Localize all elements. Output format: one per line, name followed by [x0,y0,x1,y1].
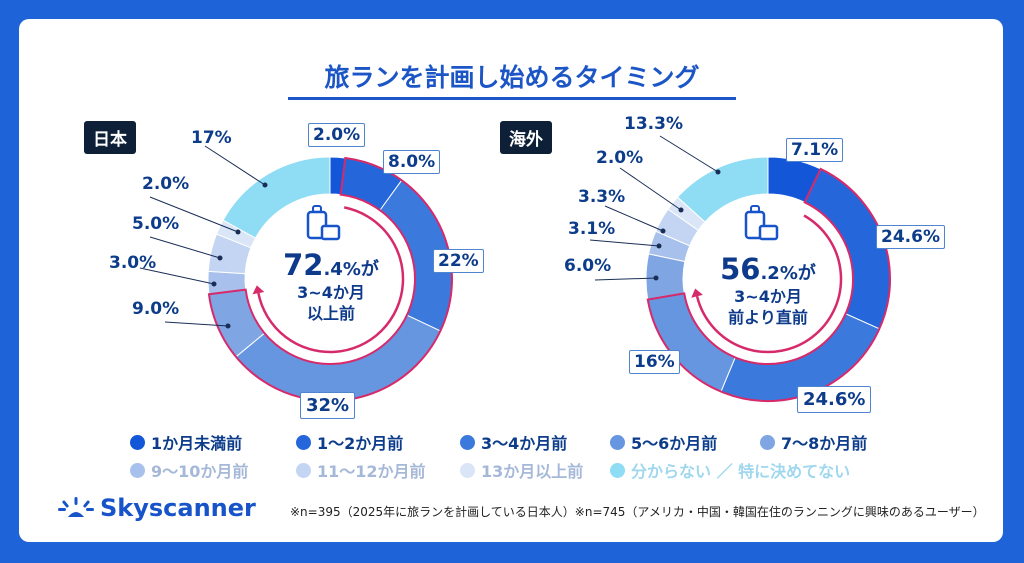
legend-item: 1か月未満前 [130,430,242,454]
legend-swatch [296,462,311,478]
legend-item: 5〜6か月前 [610,430,717,454]
os-leader-line [589,239,660,247]
os-center-line2: 前より直前 [728,308,808,327]
os-label-3to4: 24.6% [797,386,872,413]
jp-slice-8 [222,156,331,239]
jp-highlight-arc [257,206,405,354]
legend-swatch [296,434,311,450]
os-bag-icon [758,224,779,241]
legend-item: 1〜2か月前 [296,430,403,454]
jp-label-11to12: 5.0% [132,214,180,234]
jp-label-5to6: 32% [300,392,356,419]
jp-center-line1: 3~4か月 [297,283,365,302]
legend-item: 3〜4か月前 [460,430,567,454]
brand-name: Skyscanner [100,494,256,522]
os-center-summary: 56.2%が 3~4か月 前より直前 [693,252,843,328]
jp-label-9to10: 3.0% [109,253,157,273]
page-title: 旅ランを計画し始めるタイミング [324,63,700,92]
legend-swatch [610,434,625,450]
os-highlight-arc [695,214,843,354]
legend-swatch [760,434,775,450]
brand-logo: Skyscanner [58,494,256,522]
jp-suitcase-handle-icon [312,205,322,213]
legend-label: 11〜12か月前 [317,462,426,481]
title-underline [288,97,736,100]
jp-label-lt1: 2.0% [308,123,366,147]
jp-slice-3 [235,314,442,402]
legend-label: 7〜8か月前 [781,434,868,453]
legend-label: 5〜6か月前 [631,434,718,453]
jp-center-decimal: .4%が [323,259,379,280]
jp-label-unknown: 17% [191,128,232,148]
os-leader-dot [656,243,662,249]
legend-swatch [610,462,625,478]
legend-swatch [460,434,475,450]
os-leader-line [604,205,664,232]
os-label-5to6: 16% [629,350,680,374]
legend-label: 1か月未満前 [151,434,243,453]
os-leader-line [659,135,719,173]
legend-label: 1〜2か月前 [317,434,404,453]
legend-item: 13か月以上前 [460,458,583,482]
jp-bag-icon [320,224,341,241]
os-slice-8 [676,156,769,223]
os-leader-dot [653,275,659,281]
jp-leader-line [164,321,229,327]
footnote: ※n=395（2025年に旅ランを計画している日本人）※n=745（アメリカ・中… [290,505,985,519]
jp-center-value: 72 [283,248,324,282]
os-leader-dot [678,207,684,213]
os-center-line1: 3~4か月 [734,287,802,306]
legend-swatch [130,462,145,478]
jp-label-7to8: 9.0% [132,299,180,319]
sunrise-icon [58,497,94,517]
os-leader-line [594,277,657,281]
region-tag-japan: 日本 [84,121,136,154]
region-tag-overseas: 海外 [500,121,552,154]
os-leader-dot [660,228,666,234]
jp-center-summary: 72.4%が 3~4か月 以上前 [256,248,406,324]
jp-leader-dot [225,323,231,329]
jp-leader-line [204,145,266,186]
legend-item: 11〜12か月前 [296,458,426,482]
os-label-7to8: 6.0% [564,256,612,276]
jp-center-line2: 以上前 [306,304,355,323]
os-leader-line [619,167,682,211]
os-label-11to12: 3.3% [578,187,626,207]
jp-leader-dot [262,182,268,188]
legend-label: 13か月以上前 [481,462,584,481]
os-label-1to2: 24.6% [876,225,945,249]
os-center-decimal: .2%が [760,263,816,284]
os-label-lt1: 7.1% [786,138,844,162]
jp-leader-dot [235,229,241,235]
legend-item: 7〜8か月前 [760,430,867,454]
jp-leader-line [149,236,221,259]
legend-swatch [460,462,475,478]
os-highlight-outline [646,167,891,402]
jp-leader-line [139,267,215,285]
os-arrowhead [691,288,703,298]
content-card [19,19,1003,542]
jp-label-3to4: 22% [433,249,484,273]
legend-label: 分からない ／ 特に決めてない [631,462,851,481]
legend-item: 9〜10か月前 [130,458,248,482]
os-suitcase-handle-icon [750,205,760,213]
legend-swatch [130,434,145,450]
os-label-unknown: 13.3% [624,114,683,134]
jp-arrowhead [252,285,265,295]
jp-label-1to2: 8.0% [383,150,441,174]
os-leader-dot [715,169,721,175]
legend-label: 3〜4か月前 [481,434,568,453]
legend-label: 9〜10か月前 [151,462,249,481]
os-label-9to10: 3.1% [568,219,616,239]
os-center-value: 56 [720,252,761,286]
jp-leader-dot [211,281,217,287]
jp-leader-line [149,196,239,233]
jp-label-13plus: 2.0% [142,174,190,194]
jp-leader-dot [217,255,223,261]
legend-item: 分からない ／ 特に決めてない [610,458,850,482]
os-label-13plus: 2.0% [596,148,644,168]
